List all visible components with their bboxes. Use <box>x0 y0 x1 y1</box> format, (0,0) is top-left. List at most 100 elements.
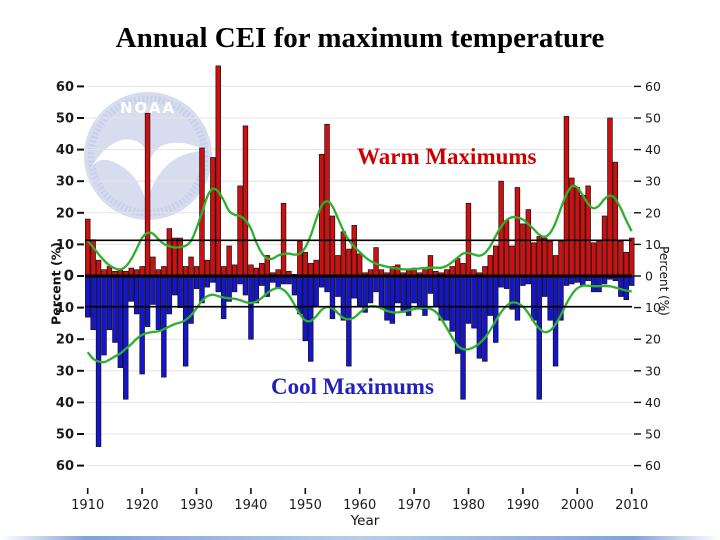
warm-bar <box>618 240 624 277</box>
cool-bar <box>231 275 238 293</box>
cool-bar <box>101 275 107 356</box>
y-tick-label-right: 40 <box>645 395 661 410</box>
warm-bar <box>166 228 173 277</box>
warm-bar <box>520 223 526 277</box>
cool-bar <box>498 275 504 288</box>
warm-bar <box>454 258 461 277</box>
cool-bar <box>155 275 162 331</box>
cool-bar <box>378 275 385 308</box>
trend-line-warm <box>86 184 633 271</box>
x-axis-title: Year <box>350 513 380 529</box>
cool-bar <box>465 275 472 324</box>
warm-bar <box>541 237 548 277</box>
warm-bar <box>552 255 559 277</box>
warm-bar <box>558 240 564 277</box>
cool-bar <box>416 275 423 310</box>
cool-bar <box>547 275 553 321</box>
warm-bar <box>210 157 216 277</box>
cool-bar <box>90 275 96 331</box>
cool-bar <box>302 275 308 342</box>
y-tick-label-right: 20 <box>645 332 661 347</box>
x-tick-label: 1940 <box>234 498 267 513</box>
y-tick-label-right: 0 <box>645 269 653 284</box>
cool-bar <box>482 275 488 362</box>
warm-bar <box>237 185 243 277</box>
cool-bar <box>590 275 597 293</box>
y-tick-label-right: 20 <box>645 205 661 220</box>
cool-bar <box>144 275 151 327</box>
cool-bar <box>487 275 493 316</box>
cool-bar <box>193 275 200 289</box>
cool-bar <box>275 275 281 289</box>
warm-bar <box>248 264 254 277</box>
y-tick-label-left: 10 <box>56 238 74 253</box>
cool-bar <box>248 275 254 340</box>
y-tick-label-right: 40 <box>645 142 661 157</box>
warm-bar <box>623 251 629 277</box>
warm-bar <box>569 177 575 277</box>
warm-bar <box>85 218 91 277</box>
cool-bar <box>106 275 113 331</box>
cool-bar <box>623 275 629 301</box>
cool-bar <box>313 275 319 307</box>
y-tick-label-left: 60 <box>56 459 74 474</box>
warm-bar <box>427 255 434 277</box>
x-tick-label: 1970 <box>398 498 431 513</box>
right-axis-title: Percent (%) <box>657 246 671 316</box>
y-tick-label-left: 40 <box>56 143 74 158</box>
y-tick-label-left: 60 <box>56 80 74 95</box>
warm-bar <box>308 263 314 277</box>
cool-bar <box>536 275 542 400</box>
cool-bar <box>444 275 450 321</box>
y-tick-label-left: 20 <box>56 333 74 348</box>
warm-bar <box>525 209 532 277</box>
y-tick-label-left: 30 <box>56 175 74 190</box>
warm-bar <box>204 259 211 277</box>
chart-title: Annual CEI for maximum temperature <box>115 22 605 54</box>
warm-bar <box>351 225 357 277</box>
warm-bar <box>531 242 537 277</box>
warm-bar <box>493 245 499 277</box>
warm-bar <box>509 245 515 277</box>
warm-bar <box>596 240 602 277</box>
cool-bar <box>318 275 325 288</box>
cool-bar <box>503 275 510 289</box>
warm-bar <box>503 220 510 277</box>
warm-bar <box>487 255 493 277</box>
cool-bar <box>514 275 521 321</box>
warm-bar <box>188 256 194 277</box>
cool-bar <box>433 275 439 307</box>
cool-bar <box>177 275 183 308</box>
y-tick-label-left: 0 <box>64 267 74 285</box>
warm-maximums-label: Warm Maximums <box>357 144 537 169</box>
cool-bar <box>150 275 156 305</box>
cool-bar <box>291 275 298 296</box>
cool-bar <box>204 275 211 288</box>
slide-bottom-border <box>0 536 720 540</box>
y-tick-label-left: 40 <box>56 396 74 411</box>
warm-bar <box>313 259 319 277</box>
x-tick-label: 1920 <box>126 498 159 513</box>
warm-bar <box>612 161 619 277</box>
warm-bar <box>172 237 178 277</box>
cool-bar <box>324 275 330 293</box>
warm-bar <box>340 231 347 277</box>
cool-bar <box>329 275 336 320</box>
cool-bar <box>166 275 173 315</box>
x-tick-label: 1950 <box>289 498 322 513</box>
cool-bar <box>172 275 178 296</box>
warm-bar <box>177 237 183 277</box>
cool-bar <box>411 275 417 304</box>
x-tick-label: 2000 <box>561 498 594 513</box>
y-tick-label-right: 50 <box>645 427 661 442</box>
cool-bar <box>427 275 434 294</box>
warm-bar <box>226 245 232 277</box>
cool-maximums-label: Cool Maximums <box>271 374 434 399</box>
cool-bar <box>449 275 455 332</box>
cool-bar <box>373 275 379 293</box>
cool-bar <box>384 275 390 321</box>
cool-bar <box>618 275 624 297</box>
